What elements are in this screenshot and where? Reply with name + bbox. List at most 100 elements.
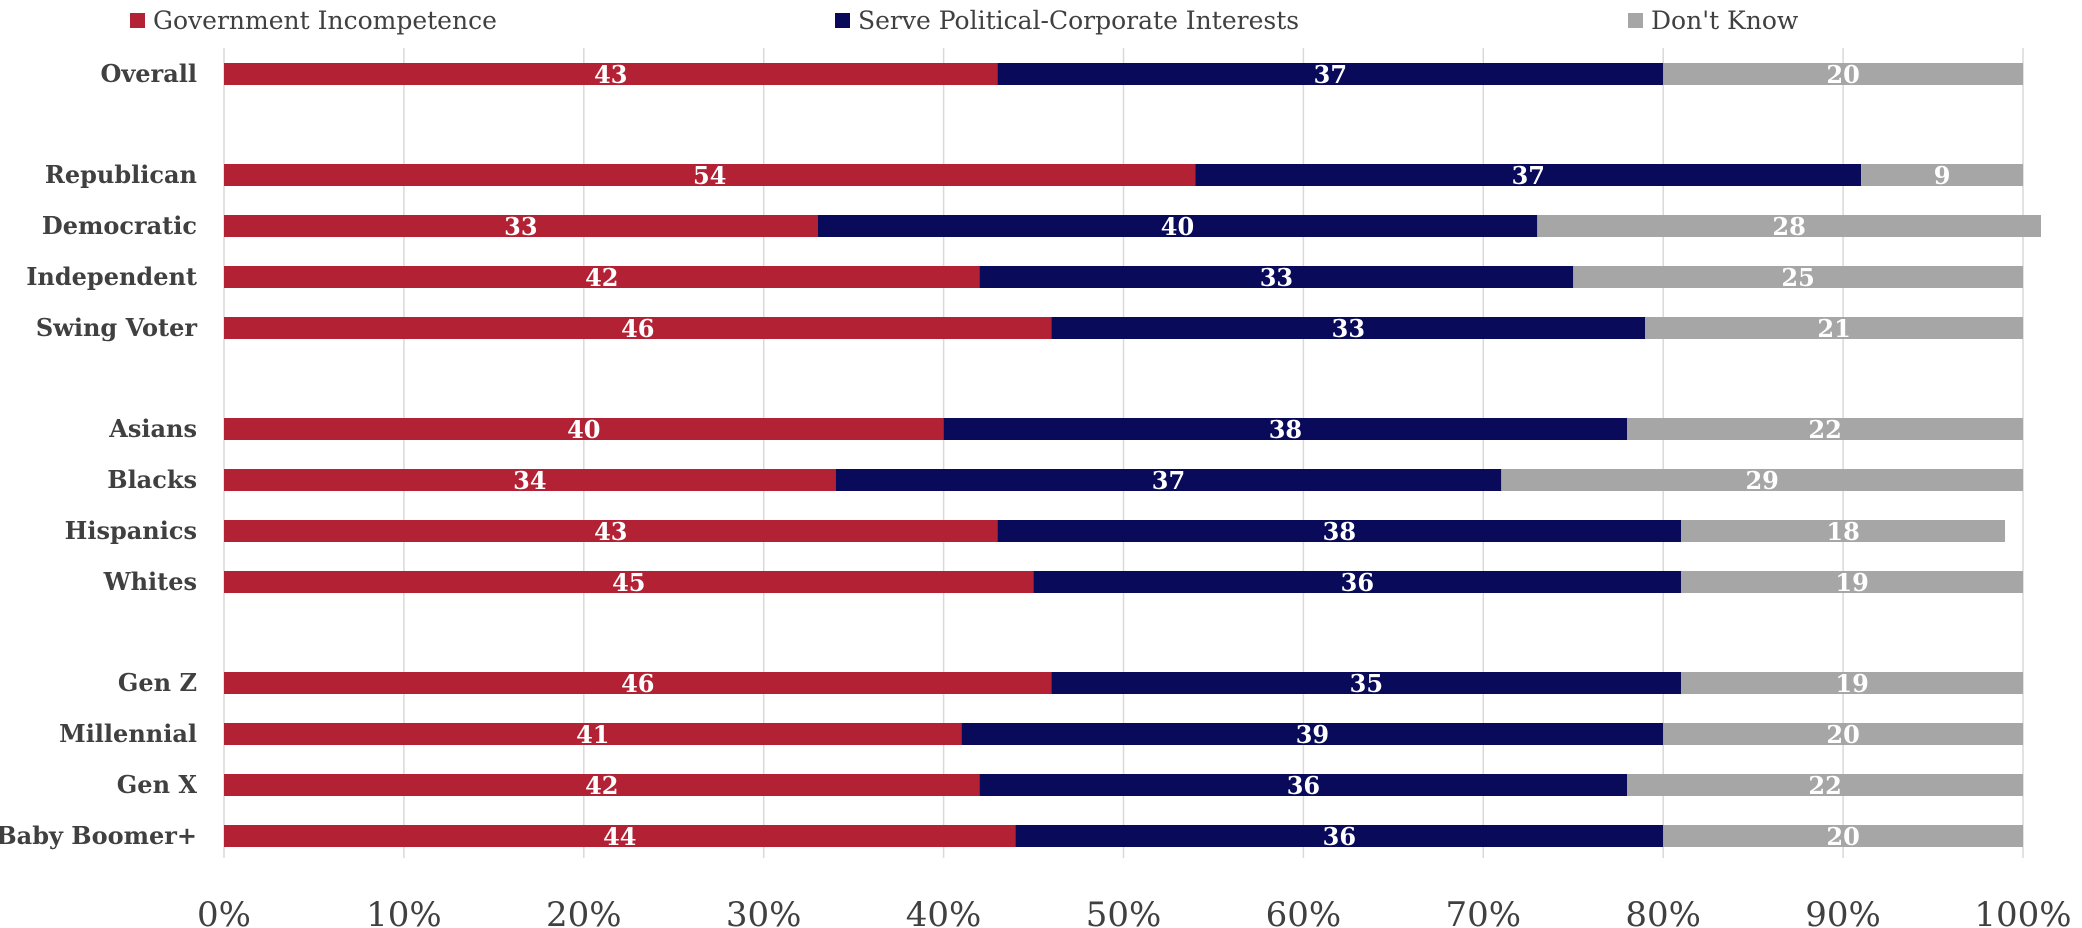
bar-segment-1 <box>997 63 1664 85</box>
bar-segment-1 <box>979 774 1628 796</box>
data-label: 33 <box>504 212 537 241</box>
x-tick-label: 60% <box>1266 895 1342 928</box>
data-label: 37 <box>1152 466 1185 495</box>
legend-swatch-0 <box>130 13 145 28</box>
data-label: 28 <box>1772 212 1805 241</box>
legend-label-1: Serve Political-Corporate Interests <box>858 6 1300 35</box>
bar-segment-2 <box>1537 215 2041 237</box>
data-label: 20 <box>1826 60 1859 89</box>
bar-segment-0 <box>224 723 962 745</box>
bar-segment-0 <box>224 266 980 288</box>
bar-segment-1 <box>961 723 1664 745</box>
x-tick-label: 80% <box>1625 895 1701 928</box>
data-label: 46 <box>621 669 654 698</box>
category-label: Gen Z <box>118 668 197 697</box>
data-label: 38 <box>1269 415 1302 444</box>
bar-segment-1 <box>997 520 1682 542</box>
data-label: 19 <box>1835 669 1868 698</box>
data-label: 21 <box>1817 314 1850 343</box>
data-label: 46 <box>621 314 654 343</box>
bar-segment-2 <box>1573 266 2023 288</box>
category-label: Baby Boomer+ <box>0 821 197 850</box>
bar-segment-0 <box>224 571 1034 593</box>
category-label: Hispanics <box>65 516 197 545</box>
data-label: 38 <box>1323 517 1356 546</box>
bar-segment-2 <box>1663 63 2023 85</box>
data-label: 22 <box>1808 415 1841 444</box>
category-label: Gen X <box>117 770 198 799</box>
bar-segment-0 <box>224 825 1016 847</box>
bar-segment-2 <box>1663 825 2023 847</box>
legend-item-0: Government Incompetence <box>130 6 497 35</box>
data-label: 45 <box>612 568 645 597</box>
data-label: 36 <box>1323 822 1356 851</box>
legend-label-2: Don't Know <box>1651 6 1799 35</box>
bar-segment-2 <box>1627 774 2023 796</box>
category-label: Swing Voter <box>36 313 197 342</box>
bar-segment-1 <box>1015 825 1664 847</box>
data-label: 43 <box>594 60 627 89</box>
bar-segment-1 <box>835 469 1502 491</box>
category-label: Blacks <box>107 465 197 494</box>
x-tick-label: 90% <box>1805 895 1881 928</box>
data-label: 37 <box>1512 161 1545 190</box>
bar-segment-0 <box>224 774 980 796</box>
data-label: 19 <box>1835 568 1868 597</box>
data-label: 29 <box>1745 466 1778 495</box>
legend-swatch-2 <box>1628 13 1643 28</box>
data-label: 42 <box>585 263 618 292</box>
bar-segment-2 <box>1681 571 2023 593</box>
data-label: 9 <box>1934 161 1951 190</box>
bar-segment-0 <box>224 520 998 542</box>
bar-segment-0 <box>224 63 998 85</box>
bar-segment-2 <box>1627 418 2023 440</box>
bar-segment-0 <box>224 672 1052 694</box>
bar-segment-2 <box>1861 164 2023 186</box>
x-tick-label: 30% <box>726 895 802 928</box>
data-label: 25 <box>1781 263 1814 292</box>
data-label: 34 <box>513 466 546 495</box>
bar-segment-1 <box>1051 672 1682 694</box>
data-label: 44 <box>603 822 636 851</box>
bar-segment-1 <box>979 266 1574 288</box>
data-label: 36 <box>1287 771 1320 800</box>
bar-segment-2 <box>1681 520 2006 542</box>
category-label: Asians <box>108 414 197 443</box>
x-tick-label: 40% <box>906 895 982 928</box>
category-label: Millennial <box>59 719 197 748</box>
data-label: 41 <box>576 720 609 749</box>
bar-segment-0 <box>224 317 1052 339</box>
data-label: 39 <box>1296 720 1329 749</box>
x-tick-label: 20% <box>546 895 622 928</box>
x-tick-label: 0% <box>197 895 251 928</box>
category-label: Republican <box>45 160 197 189</box>
data-label: 20 <box>1826 822 1859 851</box>
legend-item-2: Don't Know <box>1628 6 1798 35</box>
data-label: 33 <box>1260 263 1293 292</box>
x-tick-label: 100% <box>1974 895 2071 928</box>
legend-swatch-1 <box>835 13 850 28</box>
category-label: Overall <box>100 59 197 88</box>
bar-segment-0 <box>224 215 818 237</box>
bar-segment-2 <box>1681 672 2023 694</box>
data-label: 33 <box>1332 314 1365 343</box>
legend-label-0: Government Incompetence <box>153 6 497 35</box>
legend-item-1: Serve Political-Corporate Interests <box>835 6 1299 35</box>
data-label: 20 <box>1826 720 1859 749</box>
bar-segment-1 <box>943 418 1628 440</box>
bar-segment-1 <box>817 215 1538 237</box>
bar-segment-1 <box>1033 571 1682 593</box>
data-label: 35 <box>1350 669 1383 698</box>
data-label: 54 <box>693 161 726 190</box>
bar-segment-1 <box>1051 317 1646 339</box>
x-tick-label: 10% <box>366 895 442 928</box>
bar-segment-0 <box>224 164 1196 186</box>
data-label: 40 <box>1161 212 1194 241</box>
data-label: 37 <box>1314 60 1347 89</box>
bar-segment-0 <box>224 418 944 440</box>
data-label: 43 <box>594 517 627 546</box>
data-label: 40 <box>567 415 600 444</box>
data-label: 42 <box>585 771 618 800</box>
category-label: Whites <box>103 567 197 596</box>
